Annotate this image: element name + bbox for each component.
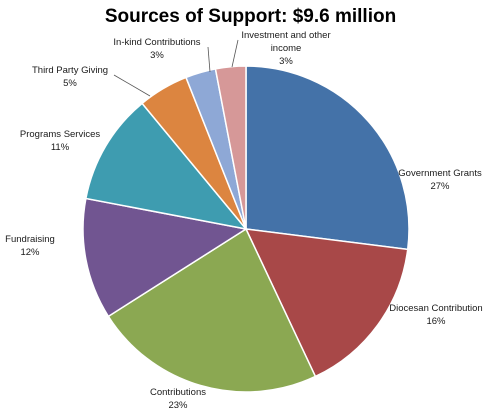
slice-labels: Government Grants 27% Diocesan Contributio… xyxy=(5,30,483,411)
slice-label-6: Third Party Giving 5% xyxy=(32,65,108,89)
pie-slice-5 xyxy=(85,102,248,231)
slice-label-5: Programs Services 11% xyxy=(20,129,100,153)
slice-label-3: Contributions 23% xyxy=(150,387,206,411)
pie-slice-1 xyxy=(245,65,410,251)
slice-label-8: Investment and other income 3% xyxy=(241,30,330,67)
leader-line-8 xyxy=(231,39,239,68)
pie-slice-2 xyxy=(244,228,409,378)
slice-label-4: Fundraising 12% xyxy=(5,234,55,258)
pie-slice-8 xyxy=(214,65,247,230)
pie-slice-3 xyxy=(107,227,317,393)
leader-line-7 xyxy=(207,46,211,73)
pie-slices xyxy=(82,65,410,393)
slice-label-7: In-kind Contributions 3% xyxy=(113,37,200,61)
leader-line-6 xyxy=(113,74,151,97)
chart-title: Sources of Support: $9.6 million xyxy=(104,6,397,27)
slice-label-1: Government Grants 27% xyxy=(398,168,482,192)
slice-label-2: Diocesan Contribution 16% xyxy=(389,303,482,327)
leader-lines xyxy=(113,39,239,97)
pie-slice-4 xyxy=(82,197,249,318)
